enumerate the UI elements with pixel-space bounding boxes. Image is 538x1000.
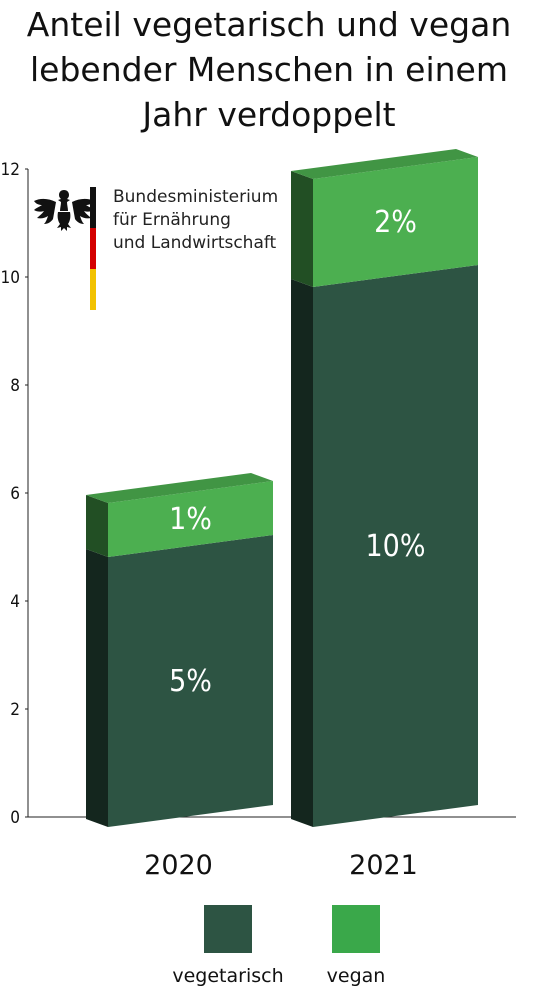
bar-side-vegan-2021 <box>291 171 313 287</box>
legend-item-vegan: vegan <box>327 905 385 987</box>
flag-stripe-gold <box>90 269 96 310</box>
ministry-name-line: Bundesministerium <box>113 187 279 207</box>
legend-item-vegetarisch: vegetarisch <box>172 905 284 987</box>
bar-vegetarisch-2021 <box>313 265 478 827</box>
data-label-vegetarisch-2021: 10% <box>366 529 426 564</box>
y-tick-label: 4 <box>10 592 20 612</box>
legend-label: vegan <box>326 965 386 987</box>
eagle-icon <box>34 190 94 231</box>
flag-stripe-black <box>90 187 96 228</box>
ministry-name-line: und Landwirtschaft <box>113 233 277 253</box>
legend-swatch <box>204 905 252 953</box>
bar-vegetarisch-2020 <box>108 535 273 827</box>
chart-title: Anteil vegetarisch und vegan lebender Me… <box>0 0 538 137</box>
ministry-logo <box>32 186 292 316</box>
ministry-name: Bundesministerium für Ernährung und Land… <box>113 186 278 255</box>
bar-vegan-2020 <box>108 481 273 557</box>
data-label-vegan-2021: 2% <box>374 205 417 240</box>
flag-stripe-red <box>90 228 96 269</box>
bar-vegan-2021 <box>313 157 478 287</box>
legend-swatch <box>332 905 380 953</box>
x-tick-label-2021: 2021 <box>349 850 418 881</box>
legend-label: vegetarisch <box>172 965 284 987</box>
y-tick-label: 0 <box>10 808 20 828</box>
data-label-vegetarisch-2020: 5% <box>169 664 212 699</box>
y-tick-label: 10 <box>1 268 20 288</box>
bar-side-vegan-2020 <box>86 495 108 557</box>
title-line: Anteil vegetarisch und vegan <box>26 5 512 44</box>
ministry-name-line: für Ernährung <box>113 210 231 230</box>
y-tick-label: 2 <box>10 700 20 720</box>
y-tick-label: 12 <box>1 160 20 180</box>
title-line: Jahr verdoppelt <box>142 95 396 134</box>
chart-bars <box>86 149 478 827</box>
bar-side-vegetarisch-2020 <box>86 549 108 827</box>
x-tick-label-2020: 2020 <box>144 850 213 881</box>
data-label-vegan-2020: 1% <box>169 502 212 537</box>
bar-side-vegetarisch-2021 <box>291 279 313 827</box>
title-line: lebender Menschen in einem <box>29 50 508 89</box>
y-tick-label: 8 <box>10 376 20 396</box>
chart-labels: 5% 1% 2020 10% 2% 2021 <box>144 205 425 881</box>
bar-top-2021 <box>291 149 478 179</box>
bar-top-2020 <box>86 473 273 503</box>
y-tick-label: 6 <box>10 484 20 504</box>
